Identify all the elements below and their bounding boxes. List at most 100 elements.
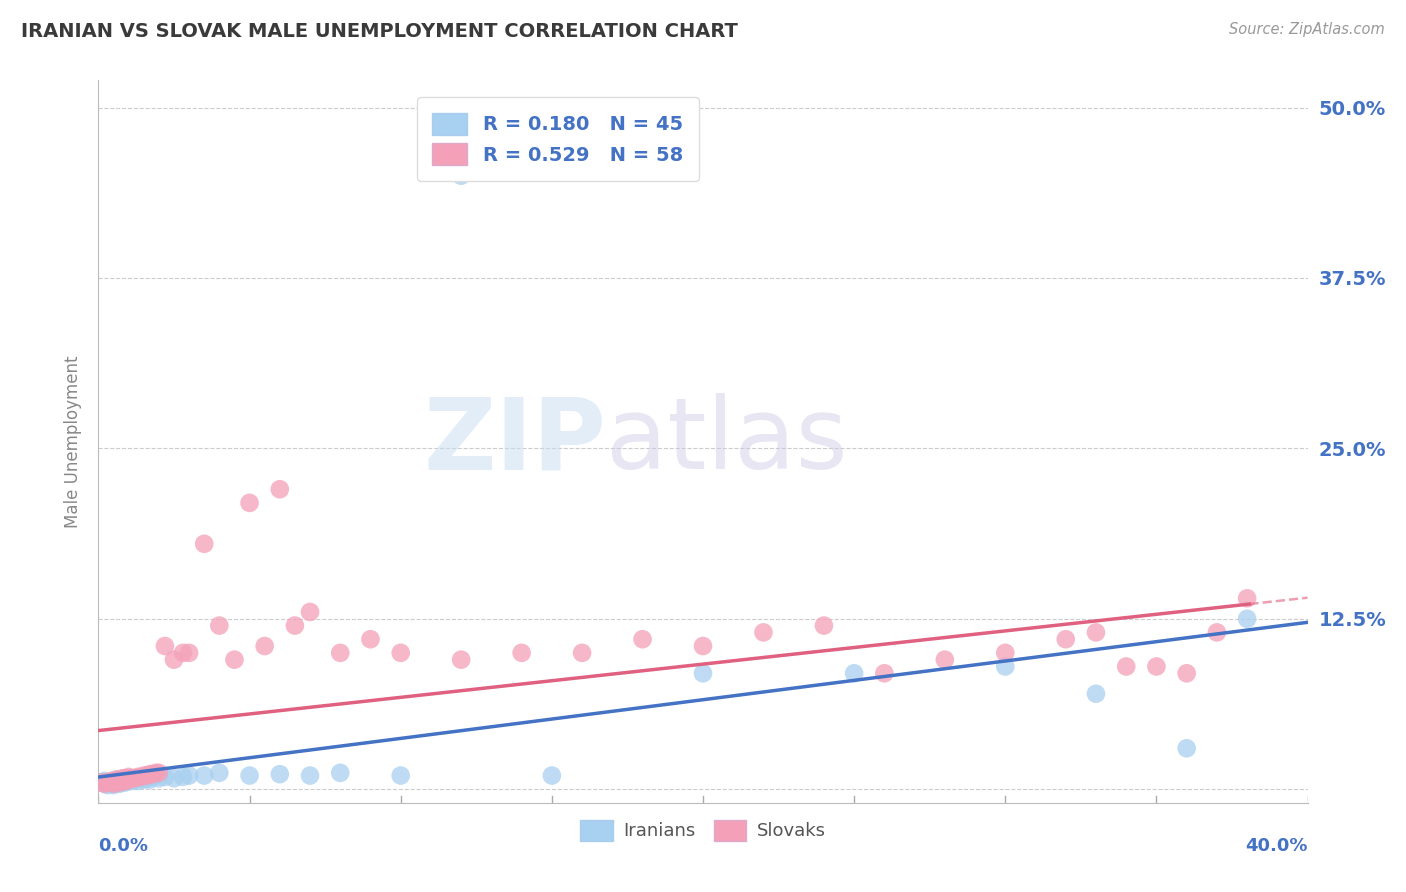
Point <box>108 777 131 791</box>
Point <box>129 770 152 784</box>
Point <box>108 772 131 787</box>
Point <box>100 774 122 789</box>
Point <box>208 765 231 780</box>
Point <box>360 632 382 647</box>
Point <box>142 767 165 781</box>
Point <box>135 768 157 782</box>
Point <box>389 646 412 660</box>
Point <box>163 771 186 785</box>
Point <box>813 618 835 632</box>
Point <box>132 772 155 787</box>
Point <box>179 768 201 782</box>
Point <box>1236 591 1258 606</box>
Y-axis label: Male Unemployment: Male Unemployment <box>63 355 82 528</box>
Point <box>1175 741 1198 756</box>
Point <box>1054 632 1077 647</box>
Point <box>135 771 157 785</box>
Point <box>127 774 149 789</box>
Point <box>1175 666 1198 681</box>
Point <box>118 771 141 785</box>
Point <box>108 775 131 789</box>
Point <box>1115 659 1137 673</box>
Point <box>108 774 131 789</box>
Text: IRANIAN VS SLOVAK MALE UNEMPLOYMENT CORRELATION CHART: IRANIAN VS SLOVAK MALE UNEMPLOYMENT CORR… <box>21 22 738 41</box>
Point <box>105 775 128 789</box>
Point <box>124 771 146 785</box>
Point <box>253 639 276 653</box>
Text: 40.0%: 40.0% <box>1246 837 1308 855</box>
Point <box>269 767 291 781</box>
Point <box>844 666 866 681</box>
Point <box>179 646 201 660</box>
Point <box>224 653 246 667</box>
Point <box>132 768 155 782</box>
Point <box>299 605 322 619</box>
Text: atlas: atlas <box>606 393 848 490</box>
Point <box>114 774 136 789</box>
Point <box>90 775 112 789</box>
Point <box>692 639 714 653</box>
Point <box>145 765 167 780</box>
Point <box>239 768 262 782</box>
Point <box>239 496 262 510</box>
Point <box>105 772 128 787</box>
Point <box>510 646 533 660</box>
Point <box>127 770 149 784</box>
Point <box>172 646 194 660</box>
Point <box>142 770 165 784</box>
Point <box>752 625 775 640</box>
Point <box>1085 687 1108 701</box>
Point <box>111 771 134 785</box>
Point <box>121 774 143 789</box>
Point <box>105 772 128 787</box>
Point <box>96 778 118 792</box>
Legend: Iranians, Slovaks: Iranians, Slovaks <box>572 813 834 848</box>
Point <box>153 639 176 653</box>
Point <box>692 666 714 681</box>
Point <box>96 775 118 789</box>
Point <box>994 646 1017 660</box>
Point <box>93 777 115 791</box>
Point <box>129 771 152 785</box>
Point <box>163 653 186 667</box>
Point <box>139 767 162 781</box>
Point <box>118 772 141 787</box>
Point <box>103 778 125 792</box>
Point <box>93 777 115 791</box>
Point <box>934 653 956 667</box>
Point <box>100 777 122 791</box>
Point <box>571 646 593 660</box>
Point <box>193 537 215 551</box>
Point <box>111 772 134 787</box>
Point <box>631 632 654 647</box>
Point <box>994 659 1017 673</box>
Point <box>105 775 128 789</box>
Text: Source: ZipAtlas.com: Source: ZipAtlas.com <box>1229 22 1385 37</box>
Point <box>193 768 215 782</box>
Point <box>1144 659 1167 673</box>
Point <box>208 618 231 632</box>
Text: 0.0%: 0.0% <box>98 837 149 855</box>
Point <box>103 774 125 789</box>
Point <box>90 775 112 789</box>
Text: ZIP: ZIP <box>423 393 606 490</box>
Point <box>118 774 141 789</box>
Point <box>114 771 136 785</box>
Point <box>1085 625 1108 640</box>
Point <box>172 770 194 784</box>
Point <box>114 775 136 789</box>
Point <box>450 169 472 183</box>
Point <box>269 482 291 496</box>
Point <box>873 666 896 681</box>
Point <box>93 774 115 789</box>
Point <box>153 770 176 784</box>
Point <box>103 774 125 789</box>
Point <box>389 768 412 782</box>
Point <box>1206 625 1229 640</box>
Point <box>139 772 162 787</box>
Point <box>1236 612 1258 626</box>
Point <box>118 770 141 784</box>
Point <box>103 777 125 791</box>
Point <box>299 768 322 782</box>
Point <box>96 775 118 789</box>
